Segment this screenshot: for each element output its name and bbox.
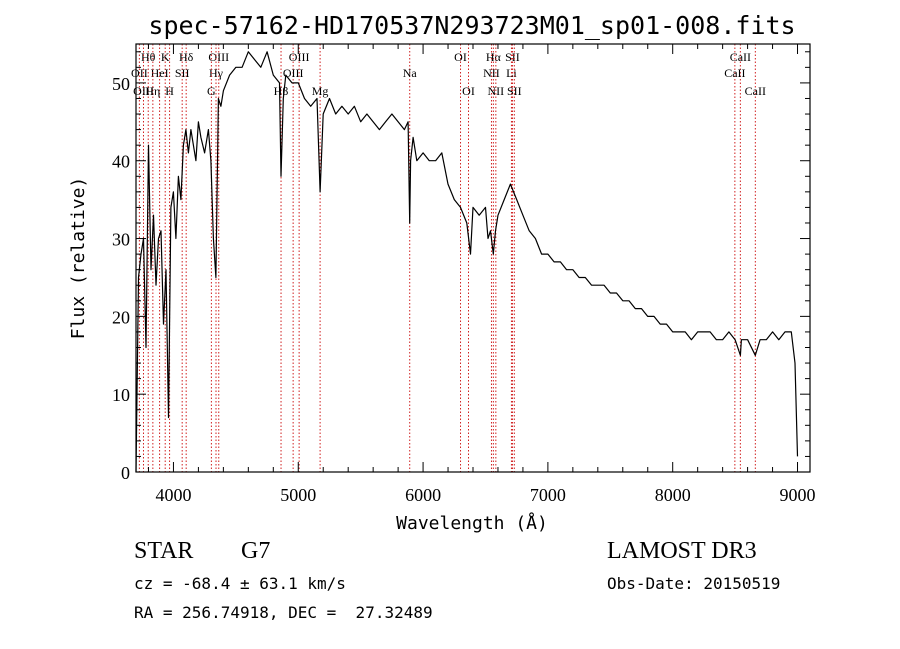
annotation-label: CaII [745,84,766,98]
spectrum-line [135,51,799,473]
annotation-label: K [161,50,170,64]
chart-title: spec-57162-HD170537N293723M01_sp01-008.f… [148,11,795,40]
annotation-label: OII [131,66,148,80]
survey-label: LAMOST DR3 [607,538,757,564]
annotation-label: Hη [145,84,160,98]
x-tick-label: 7000 [530,485,566,505]
redshift-cz: cz = -68.4 ± 63.1 km/s [134,574,346,593]
annotation-label: H [165,84,174,98]
observation-date: Obs-Date: 20150519 [607,574,781,593]
x-tick-label: 5000 [280,485,316,505]
annotation-label: Hβ [274,84,289,98]
y-tick-label: 30 [112,230,130,250]
annotation-label: SII [175,66,190,80]
x-tick-label: 8000 [655,485,691,505]
annotation-label: OIII [283,66,304,80]
annotation-label: SII [505,50,520,64]
plot-frame [135,43,811,473]
spectrum-plot [135,51,799,473]
annotation-label: Hγ [209,66,224,80]
y-tick-label: 10 [112,385,130,405]
object-subclass: G7 [241,538,271,564]
annotation-label: OI [454,50,467,64]
x-tick-label: 9000 [780,485,816,505]
y-axis-label: Flux (relative) [68,177,89,340]
annotation-label: NII [488,84,505,98]
object-class: STAR [134,538,194,564]
annotation-label: OIII [133,84,154,98]
annotation-label: NII [483,66,500,80]
annotation-label: Hδ [179,50,194,64]
annotation-label: OI [462,84,475,98]
annotation-label: CaII [730,50,751,64]
annotation-label: G [207,84,216,98]
x-tick-label: 4000 [155,485,191,505]
x-tick-label: 6000 [405,485,441,505]
annotation-label: Mg [312,84,329,98]
y-tick-label: 0 [121,463,130,483]
annotation-label: Hα [486,50,502,64]
annotation-label: Hθ [141,50,156,64]
annotation-label: OIII [208,50,229,64]
axes: 4000 5000 6000 7000 8000 9000 0 10 20 30 40 50 [112,44,816,505]
coordinates: RA = 256.74918, DEC = 27.32489 [134,603,433,622]
annotation-label: OIII [289,50,310,64]
annotation-label: Li [506,66,517,80]
annotation-label: CaII [724,66,745,80]
y-tick-label: 40 [112,152,130,172]
annotation-label: SII [507,84,522,98]
annotation-label: Na [403,66,418,80]
annotation-label: HeI [151,66,169,80]
x-axis-label: Wavelength (Å) [396,512,548,534]
y-tick-label: 20 [112,307,130,327]
y-tick-label: 50 [112,74,130,94]
